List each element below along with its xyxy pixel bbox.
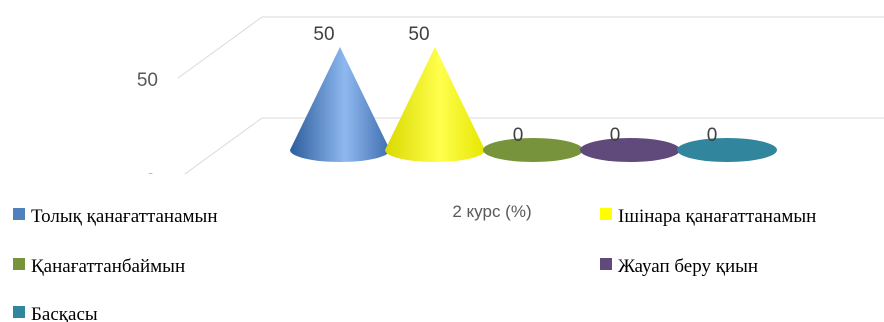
legend-label: Толық қанағаттанамын [31, 206, 217, 227]
legend-swatch [13, 258, 25, 270]
data-label: 50 [408, 24, 429, 45]
plot-bottom-mask [0, 174, 884, 322]
legend-item: Жауап беру қиын [600, 256, 758, 277]
legend: Толық қанағаттанамын Ішінара қанағаттанам… [13, 206, 816, 322]
plot-area: 50 50 0 0 0 [290, 24, 777, 162]
legend-swatch [13, 208, 25, 220]
legend-label: Ішінара қанағаттанамын [618, 206, 816, 227]
cone-bar [385, 47, 485, 162]
y-tick-label: 50 [137, 70, 158, 91]
data-label: 0 [513, 125, 524, 146]
series-mark [580, 138, 680, 162]
data-label: 50 [313, 24, 334, 45]
gridline-base-side [177, 117, 263, 180]
legend-item: Қанағаттанбаймын [13, 256, 185, 277]
series-mark [385, 47, 485, 162]
legend-item: Басқасы [13, 304, 98, 322]
legend-label: Жауап беру қиын [618, 256, 758, 277]
legend-swatch [13, 306, 25, 318]
legend-item: Толық қанағаттанамын [13, 206, 217, 227]
series-mark [677, 138, 777, 162]
data-label: 0 [610, 125, 621, 146]
cone-bar [290, 47, 390, 162]
legend-label: Басқасы [31, 304, 98, 322]
legend-swatch [600, 258, 612, 270]
flat-disk [677, 138, 777, 162]
flat-disk [580, 138, 680, 162]
gridline-top-side [177, 16, 263, 79]
legend-label: Қанағаттанбаймын [31, 256, 185, 277]
flat-disk [483, 138, 583, 162]
legend-swatch [600, 208, 612, 220]
data-label: 0 [707, 125, 718, 146]
legend-item: Ішінара қанағаттанамын [600, 206, 816, 227]
series-mark [483, 138, 583, 162]
x-category-label: 2 курс (%) [452, 202, 531, 221]
y-axis: 50 0 [137, 70, 158, 192]
series-mark [290, 47, 390, 162]
